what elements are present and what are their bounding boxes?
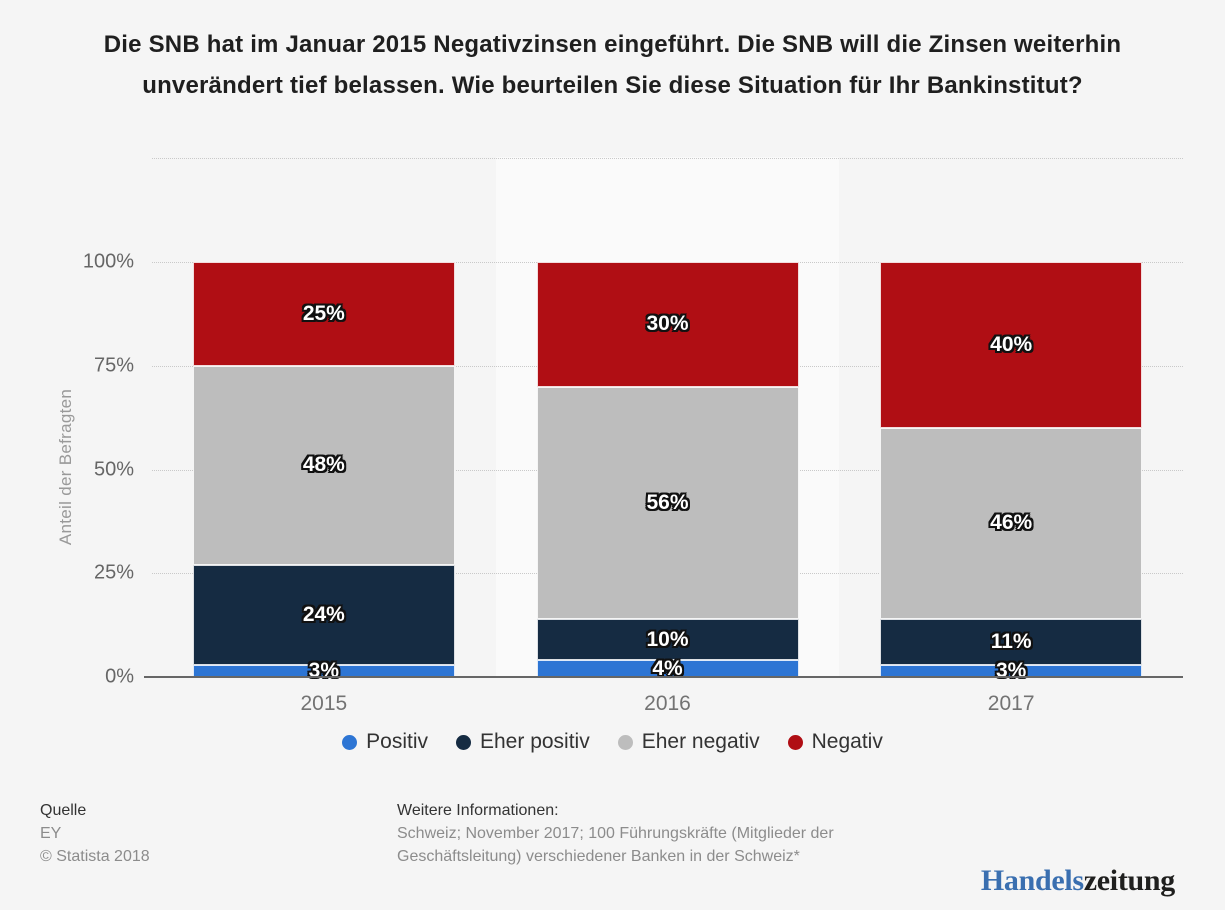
legend-item-eher-positiv: Eher positiv — [456, 730, 590, 754]
data-label-eher-positiv-2015: 24% — [302, 602, 345, 626]
bar-2017: 3% 11% 46% 40% — [880, 262, 1143, 682]
bar-2016: 4% 10% 56% 30% — [536, 262, 799, 680]
y-tick-75: 75% — [93, 354, 134, 377]
x-label-2015: 2015 — [300, 692, 348, 715]
legend-item-negativ: Negativ — [787, 730, 883, 754]
logo-part-zeitung: zeitung — [1083, 864, 1176, 897]
copyright: © Statista 2018 — [40, 848, 150, 865]
eher-positiv-legend-dot-icon — [456, 734, 471, 750]
logo-part-handels: Handels — [980, 864, 1084, 897]
bar-segment-eher-positiv-2017: 11% — [880, 618, 1143, 665]
x-label-2017: 2017 — [987, 692, 1035, 715]
bar-segment-eher-negativ-2015: 48% — [192, 365, 455, 565]
legend-item-positiv: Positiv — [342, 730, 428, 754]
y-axis-tick-labels: 0% 25% 50% 75% 100% — [0, 157, 140, 688]
x-axis-line — [144, 676, 1183, 678]
data-label-negativ-2016: 30% — [646, 312, 689, 336]
y-tick-100: 100% — [82, 250, 134, 273]
legend: Positiv Eher positiv Eher negativ Negativ — [0, 730, 1225, 754]
data-label-eher-negativ-2015: 48% — [302, 453, 345, 477]
bar-segment-negativ-2015: 25% — [192, 262, 455, 366]
bar-segment-eher-negativ-2017: 46% — [880, 428, 1143, 619]
data-label-eher-positiv-2017: 11% — [990, 629, 1032, 653]
plot-area: 3% 24% 48% 25% 4% 10% 56% 30% 3% 11% 46% 40% — [144, 157, 1183, 682]
bar-segment-negativ-2017: 40% — [880, 262, 1143, 429]
chart-title: Die SNB hat im Januar 2015 Negativzinsen… — [103, 31, 1122, 99]
bar-segment-eher-positiv-2016: 10% — [536, 618, 799, 661]
eher-negativ-legend-dot-icon — [617, 734, 633, 750]
gridline-125 — [152, 158, 1183, 160]
legend-label-positiv: Positiv — [366, 730, 428, 753]
legend-item-eher-negativ: Eher negativ — [617, 730, 760, 754]
bar-segment-negativ-2016: 30% — [536, 262, 799, 387]
data-label-negativ-2015: 25% — [302, 301, 345, 325]
bar-segment-eher-positiv-2015: 24% — [192, 564, 455, 665]
bar-2015: 3% 24% 48% 25% — [192, 262, 455, 682]
source-label: Quelle — [40, 802, 87, 819]
source-block: Quelle EY © Statista 2018 — [40, 799, 150, 868]
y-tick-25: 25% — [93, 561, 134, 584]
legend-label-eher-positiv: Eher positiv — [480, 730, 590, 753]
x-label-2016: 2016 — [644, 692, 691, 715]
bar-segment-positiv-2016: 4% — [536, 657, 799, 680]
legend-label-negativ: Negativ — [811, 730, 883, 753]
bar-segment-eher-negativ-2016: 56% — [536, 386, 799, 619]
data-label-negativ-2017: 40% — [990, 333, 1033, 357]
data-label-eher-negativ-2016: 56% — [646, 490, 689, 514]
y-tick-0: 0% — [105, 665, 134, 688]
data-label-eher-positiv-2016: 10% — [646, 627, 689, 651]
data-label-eher-negativ-2017: 46% — [990, 511, 1033, 535]
negativ-legend-dot-icon — [787, 734, 803, 750]
handelszeitung-logo: Handelszeitung — [981, 864, 1175, 898]
info-label: Weitere Informationen: — [397, 802, 559, 819]
x-axis-labels: 2015 2016 2017 — [152, 692, 1183, 720]
y-tick-50: 50% — [93, 458, 134, 480]
source-name: EY — [40, 825, 62, 842]
info-block: Weitere Informationen: Schweiz; November… — [397, 799, 882, 868]
positiv-legend-dot-icon — [342, 734, 358, 750]
legend-label-eher-negativ: Eher negativ — [641, 730, 760, 753]
info-text: Schweiz; November 2017; 100 Führungskräf… — [397, 825, 834, 865]
